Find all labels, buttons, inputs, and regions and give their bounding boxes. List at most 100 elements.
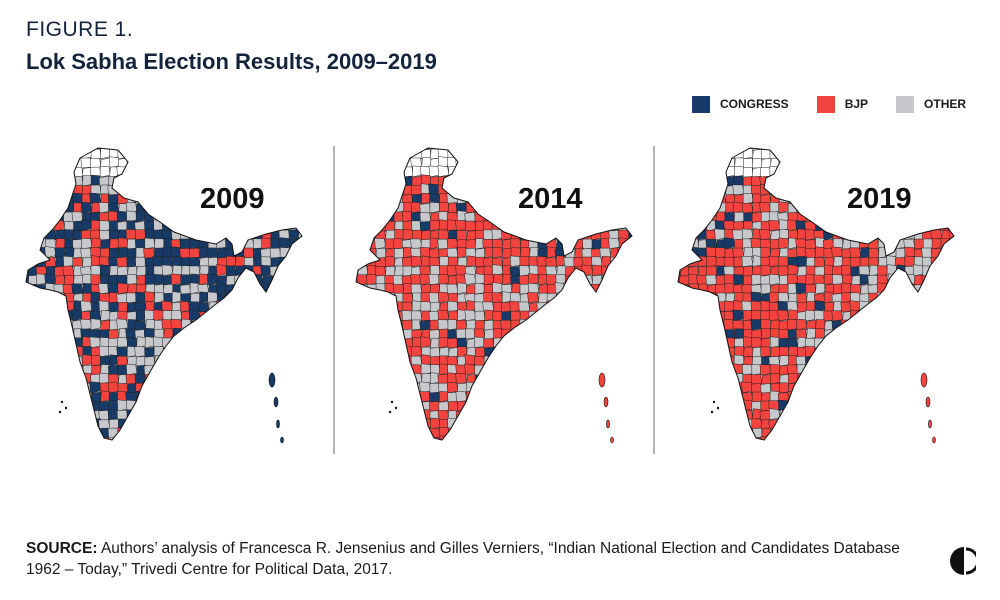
constituency-cell bbox=[627, 211, 632, 223]
constituency-cell bbox=[877, 167, 889, 178]
constituency-cell bbox=[307, 221, 317, 231]
constituency-cell bbox=[618, 203, 630, 214]
constituency-cell bbox=[455, 373, 468, 385]
constituency-cell bbox=[905, 382, 916, 394]
constituency-cell bbox=[680, 148, 691, 160]
constituency-cell bbox=[475, 418, 486, 430]
constituency-cell bbox=[678, 319, 682, 331]
constituency-cell bbox=[824, 337, 835, 349]
constituency-cell bbox=[216, 167, 228, 178]
constituency-cell bbox=[536, 310, 549, 322]
constituency-cell bbox=[950, 183, 954, 196]
constituency-cell bbox=[610, 194, 621, 205]
constituency-cell bbox=[482, 392, 495, 403]
constituency-cell bbox=[626, 329, 632, 340]
constituency-cell bbox=[36, 417, 48, 430]
constituency-cell bbox=[357, 408, 369, 421]
constituency-cell bbox=[887, 446, 897, 456]
constituency-cell bbox=[63, 328, 75, 340]
constituency-cell bbox=[296, 264, 302, 277]
constituency-cell bbox=[233, 391, 246, 403]
constituency-cell bbox=[110, 445, 119, 456]
constituency-cell bbox=[941, 437, 952, 440]
constituency-cell bbox=[28, 428, 39, 439]
constituency-cell bbox=[501, 176, 513, 187]
constituency-cell bbox=[948, 354, 954, 367]
constituency-cell bbox=[410, 310, 423, 322]
constituency-cell bbox=[877, 220, 889, 232]
constituency-cell bbox=[538, 446, 548, 456]
constituency-cell bbox=[366, 419, 378, 430]
constituency-cell bbox=[28, 392, 39, 403]
constituency-cell bbox=[136, 265, 147, 277]
constituency-cell bbox=[572, 372, 585, 385]
constituency-cell bbox=[886, 319, 898, 331]
constituency-cell bbox=[930, 185, 943, 196]
constituency-cell bbox=[374, 237, 387, 250]
india-map-2009 bbox=[25, 147, 317, 456]
constituency-cell bbox=[356, 309, 369, 322]
constituency-cell bbox=[582, 365, 594, 376]
constituency-cell bbox=[197, 373, 210, 385]
constituency-cell bbox=[636, 401, 647, 411]
constituency-cell bbox=[895, 247, 907, 259]
constituency-cell bbox=[850, 329, 862, 340]
constituency-cell bbox=[188, 356, 201, 367]
constituency-cell bbox=[446, 238, 459, 250]
constituency-cell bbox=[759, 364, 772, 376]
constituency-cell bbox=[511, 283, 522, 295]
constituency-cell bbox=[619, 400, 630, 412]
constituency-cell bbox=[868, 382, 880, 394]
constituency-cell bbox=[402, 427, 414, 439]
constituency-cell bbox=[356, 400, 369, 412]
constituency-cell bbox=[842, 400, 853, 412]
constituency-cell bbox=[298, 372, 302, 385]
constituency-cell bbox=[887, 301, 898, 313]
constituency-cell bbox=[511, 445, 521, 456]
constituency-cell bbox=[482, 374, 495, 385]
constituency-cell bbox=[537, 329, 549, 340]
constituency-cell bbox=[510, 329, 522, 340]
constituency-cell bbox=[226, 428, 237, 439]
constituency-cell bbox=[958, 428, 969, 438]
constituency-cell bbox=[546, 346, 558, 358]
constituency-cell bbox=[501, 418, 513, 430]
constituency-cell bbox=[912, 400, 925, 412]
constituency-cell bbox=[217, 383, 228, 394]
constituency-cell bbox=[732, 184, 745, 196]
constituency-cell bbox=[696, 347, 709, 358]
constituency-cell bbox=[190, 148, 201, 160]
constituency-cell bbox=[233, 238, 246, 250]
constituency-cell bbox=[350, 446, 359, 456]
constituency-cell bbox=[948, 265, 954, 277]
constituency-cell bbox=[262, 310, 273, 322]
constituency-cell bbox=[797, 167, 808, 178]
constituency-cell bbox=[528, 338, 540, 349]
constituency-cell bbox=[26, 410, 30, 421]
constituency-cell bbox=[474, 347, 486, 358]
constituency-cell bbox=[356, 401, 360, 412]
constituency-cell bbox=[235, 166, 246, 178]
constituency-cell bbox=[834, 446, 843, 456]
constituency-cell bbox=[394, 157, 405, 169]
constituency-cell bbox=[628, 175, 632, 187]
constituency-cell bbox=[707, 201, 718, 214]
constituency-cell bbox=[752, 149, 763, 160]
constituency-cell bbox=[545, 336, 558, 349]
constituency-cell bbox=[243, 264, 255, 277]
constituency-cell bbox=[384, 372, 396, 385]
constituency-cell bbox=[340, 373, 350, 384]
constituency-cell bbox=[287, 166, 300, 178]
constituency-cell bbox=[45, 211, 57, 223]
constituency-cell bbox=[144, 347, 156, 358]
constituency-cell bbox=[627, 256, 632, 268]
constituency-cell bbox=[53, 148, 66, 151]
constituency-cell bbox=[340, 391, 350, 402]
constituency-cell bbox=[37, 409, 48, 421]
constituency-cell bbox=[109, 238, 120, 250]
constituency-cell bbox=[795, 282, 808, 295]
constituency-cell bbox=[375, 409, 387, 421]
constituency-cell bbox=[181, 149, 192, 160]
constituency-cell bbox=[877, 328, 889, 340]
constituency-cell bbox=[832, 210, 844, 223]
